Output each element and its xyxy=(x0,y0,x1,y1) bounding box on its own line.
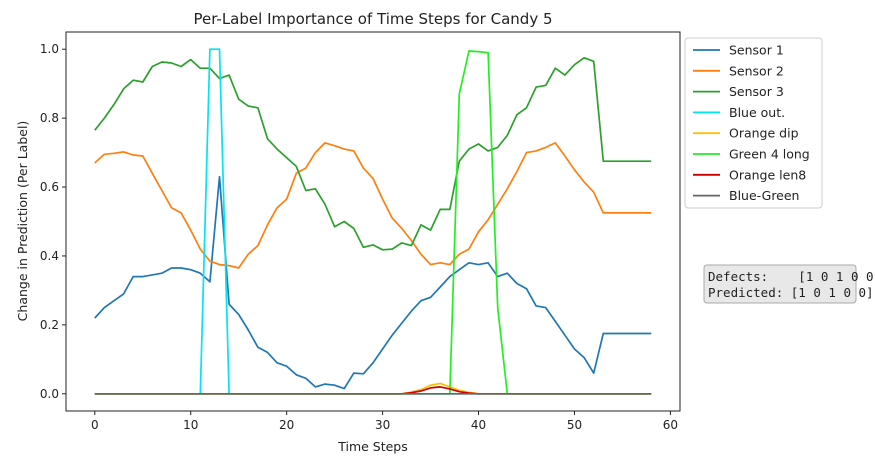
x-tick-label-1: 10 xyxy=(183,418,198,432)
x-axis-label: Time Steps xyxy=(337,439,408,454)
x-tick-label-6: 60 xyxy=(663,418,678,432)
predicted-text: Predicted: [1 0 1 0 0] xyxy=(708,285,874,300)
y-tick-label-5: 1.0 xyxy=(40,42,59,56)
series-line-0 xyxy=(94,175,652,390)
legend: Sensor 1 Sensor 2 Sensor 3 Blue out. Orange … xyxy=(684,37,823,209)
legend-label-4: Orange dip xyxy=(729,126,799,141)
y-tick-label-2: 0.4 xyxy=(40,249,59,263)
x-tick-label-4: 40 xyxy=(471,418,486,432)
legend-frame xyxy=(684,37,823,209)
plot-frame xyxy=(65,31,681,412)
y-tick-label-0: 0.0 xyxy=(40,387,59,401)
legend-label-0: Sensor 1 xyxy=(729,43,784,58)
x-tick-label-3: 30 xyxy=(375,418,390,432)
legend-label-7: Blue-Green xyxy=(729,188,799,203)
series-line-1 xyxy=(94,142,652,269)
legend-label-5: Green 4 long xyxy=(729,147,810,162)
y-tick-label-3: 0.6 xyxy=(40,180,59,194)
series-line-2 xyxy=(94,56,652,251)
defects-text: Defects: [1 0 1 0 0] xyxy=(708,269,875,284)
x-tick-label-2: 20 xyxy=(279,418,294,432)
series-line-5 xyxy=(94,50,652,395)
legend-label-3: Blue out. xyxy=(729,105,785,120)
annotation-box xyxy=(703,264,857,304)
prediction-annotation: Defects: [1 0 1 0 0] Predicted: [1 0 1 0… xyxy=(703,264,875,304)
chart-title: Per-Label Importance of Time Steps for C… xyxy=(193,10,552,28)
plot-area xyxy=(65,31,681,412)
x-tick-label-0: 0 xyxy=(91,418,99,432)
legend-label-1: Sensor 2 xyxy=(729,63,784,78)
x-axis: 0 10 20 30 40 50 60 xyxy=(91,411,678,432)
x-tick-label-5: 50 xyxy=(567,418,582,432)
legend-label-6: Orange len8 xyxy=(729,167,806,182)
legend-label-2: Sensor 3 xyxy=(729,84,784,99)
y-axis: 0.0 0.2 0.4 0.6 0.8 1.0 xyxy=(40,42,66,401)
y-axis-label: Change in Prediction (Per Label) xyxy=(15,121,30,322)
y-tick-label-4: 0.8 xyxy=(40,111,59,125)
y-tick-label-1: 0.2 xyxy=(40,318,59,332)
series-layer xyxy=(94,48,652,395)
